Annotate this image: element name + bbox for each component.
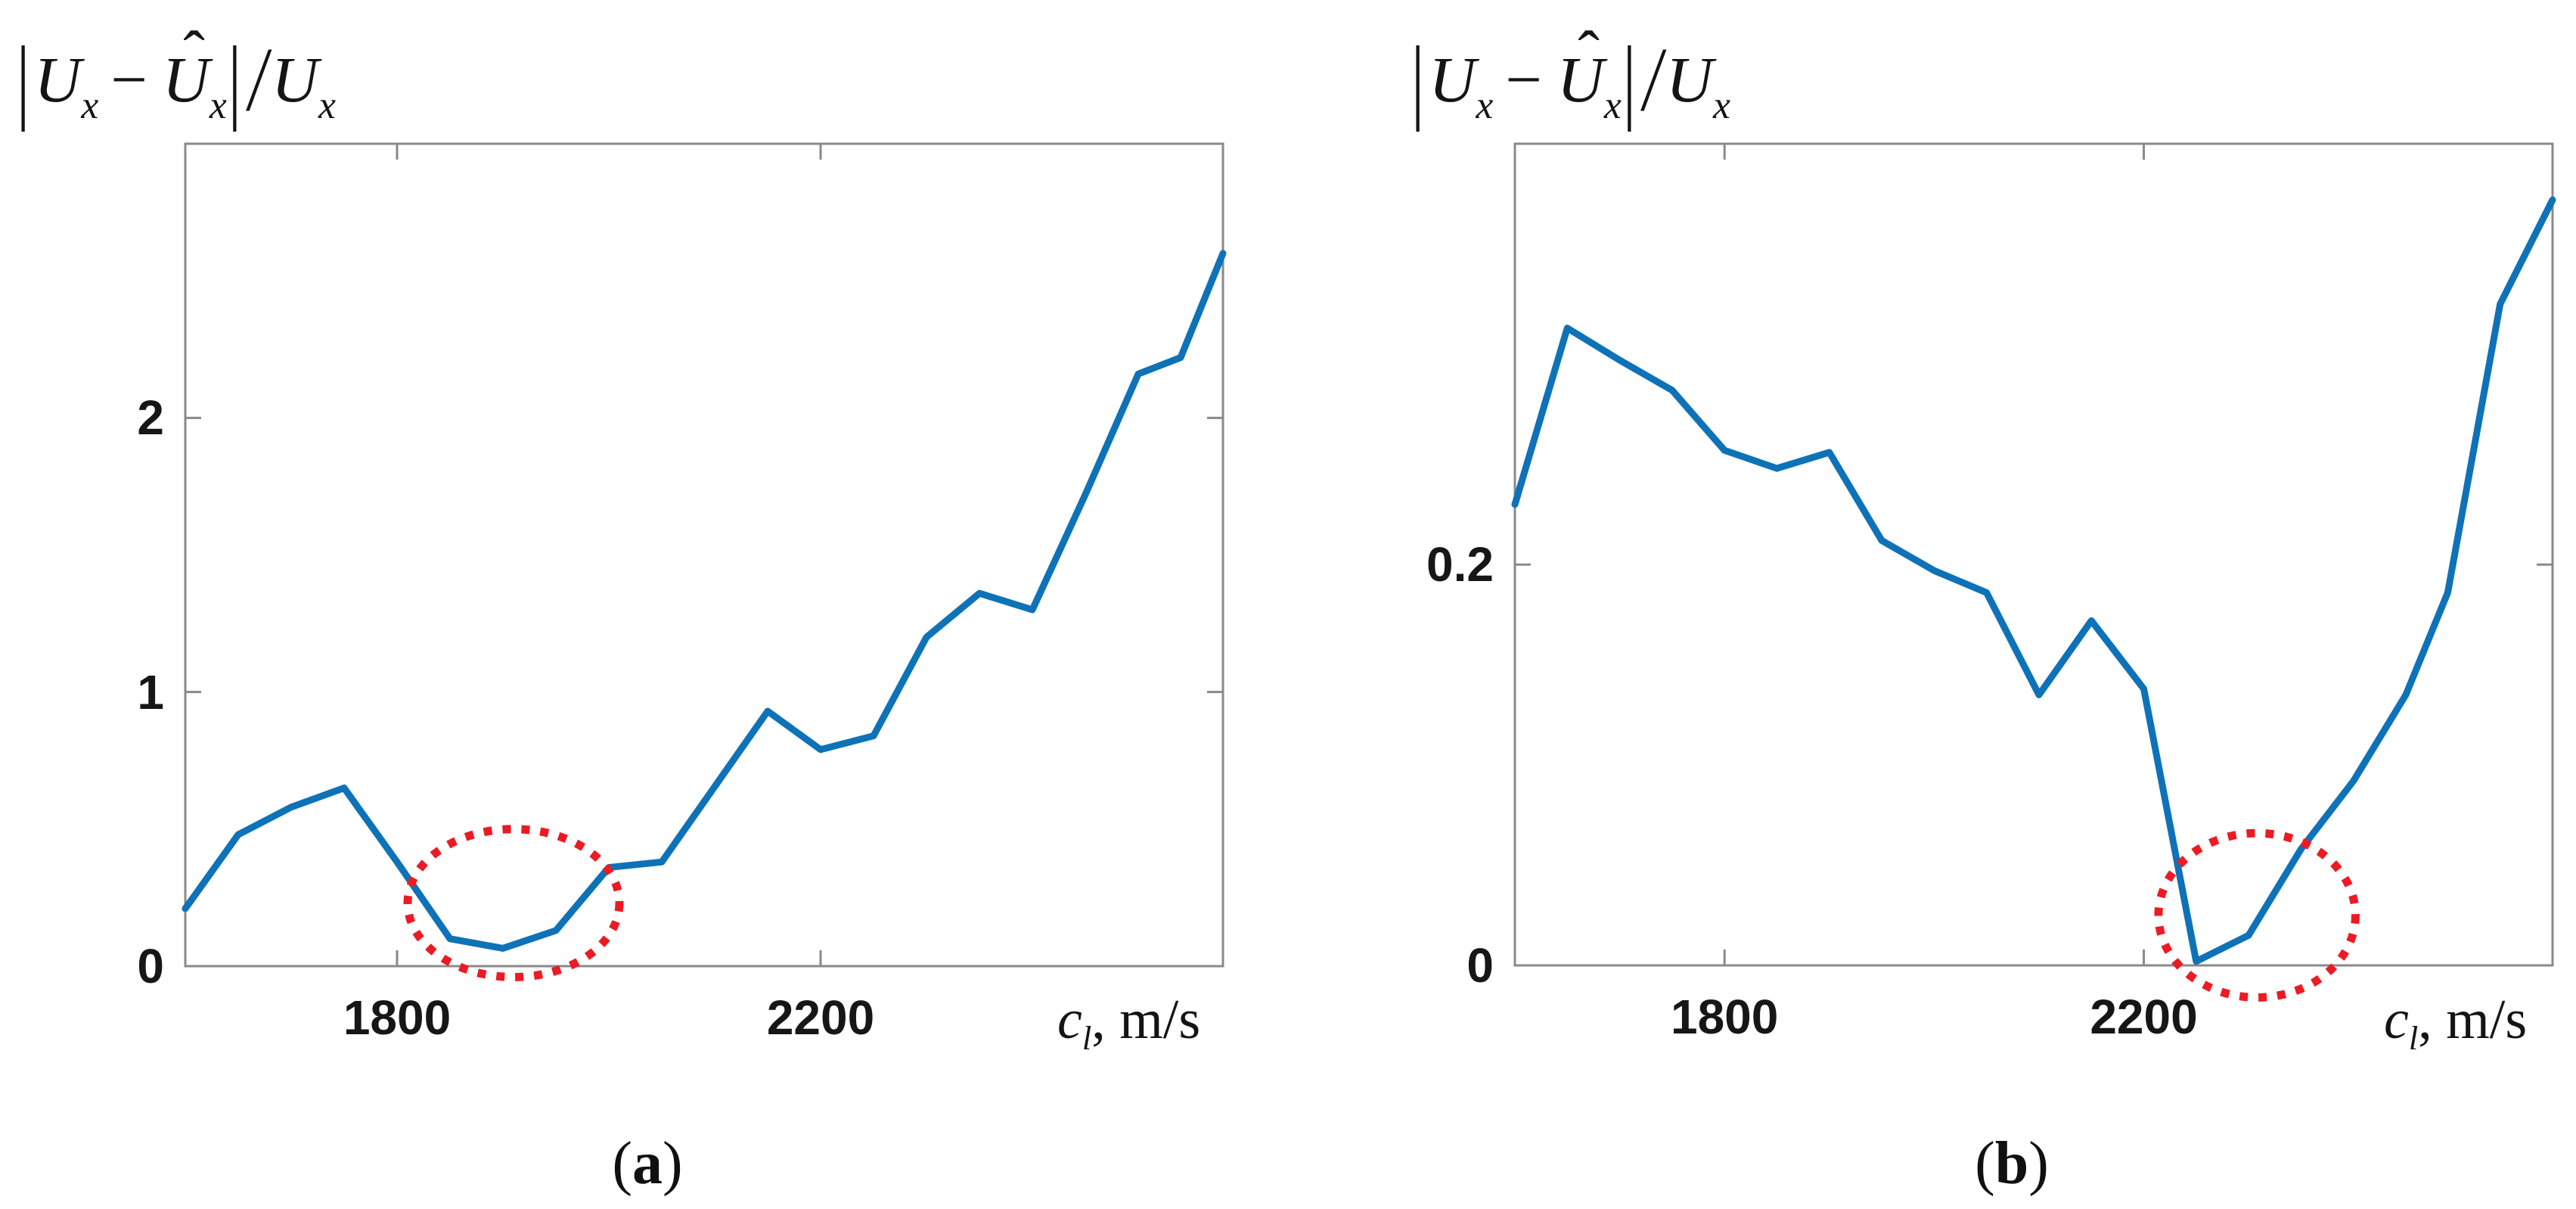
abs-bar: | [228, 26, 241, 132]
formula-U: U [1429, 43, 1476, 116]
abs-bar: | [17, 26, 30, 132]
x-tick-label: 1800 [343, 990, 452, 1045]
formula-slash: / [248, 28, 267, 131]
y-tick-label: 1 [137, 664, 164, 719]
chart-a-caption: (a) [564, 1126, 731, 1209]
formula-minus: − [110, 43, 147, 116]
x-tick-label: 2200 [766, 990, 875, 1045]
caption-paren: ) [2028, 1130, 2049, 1197]
formula-minus: − [1505, 43, 1542, 116]
hat-icon: ˆ [1578, 17, 1600, 90]
formula-sub-x: x [81, 83, 99, 127]
formula-sub-x: x [1713, 83, 1730, 127]
caption-paren: ( [612, 1130, 632, 1197]
axis-label-units: , m/s [2418, 989, 2528, 1051]
formula-sub-x: x [1476, 83, 1494, 127]
chart-a-x-axis-unit: cl, m/s [1057, 982, 1200, 1065]
caption-letter-b: b [1994, 1130, 2029, 1197]
y-tick-label: 2 [137, 390, 164, 446]
minimum-highlight-ellipse [2154, 828, 2360, 1002]
error-curve [1511, 196, 2556, 965]
caption-paren: ( [1975, 1130, 1995, 1197]
error-curve [182, 250, 1227, 952]
formula-U: U [1665, 43, 1713, 116]
x-tick-label: 2200 [2090, 990, 2198, 1044]
y-tick-label: 0 [137, 939, 164, 993]
axis-label-sub-l: l [2408, 1019, 2419, 1058]
formula-slash: / [1643, 28, 1662, 131]
chart-a-canvas [182, 142, 1227, 981]
formula-sub-x: x [318, 83, 336, 127]
plot-border [184, 142, 1224, 968]
chart-b-title-formula: |Ux − ˆ Ux|/Ux [1411, 17, 1732, 144]
y-tick-label: 0 [1466, 938, 1494, 993]
hat-icon: ˆ [183, 17, 205, 90]
abs-bar: | [1622, 26, 1636, 132]
axis-label-c: c [2384, 989, 2409, 1051]
axis-label-units: , m/s [1091, 989, 1201, 1051]
chart-b-caption: (b) [1929, 1126, 2095, 1209]
minimum-highlight-ellipse [403, 825, 624, 981]
axis-label-sub-l: l [1082, 1019, 1092, 1058]
abs-bar: | [1411, 26, 1425, 132]
formula-U: U [271, 43, 318, 116]
formula-sub-x: x [209, 83, 227, 127]
caption-paren: ) [663, 1130, 683, 1197]
plot-border [1513, 142, 2554, 967]
y-tick-label: 0.2 [1426, 537, 1494, 592]
chart-b-x-axis-unit: cl, m/s [2384, 982, 2527, 1065]
chart-a-title-formula: |Ux − ˆ Ux|/Ux [17, 17, 337, 144]
formula-U: U [34, 43, 82, 116]
axis-label-c: c [1057, 989, 1082, 1051]
caption-letter-a: a [632, 1130, 663, 1197]
x-tick-label: 1800 [1670, 990, 1779, 1044]
formula-sub-x: x [1603, 83, 1622, 127]
chart-b-canvas [1511, 142, 2556, 1002]
